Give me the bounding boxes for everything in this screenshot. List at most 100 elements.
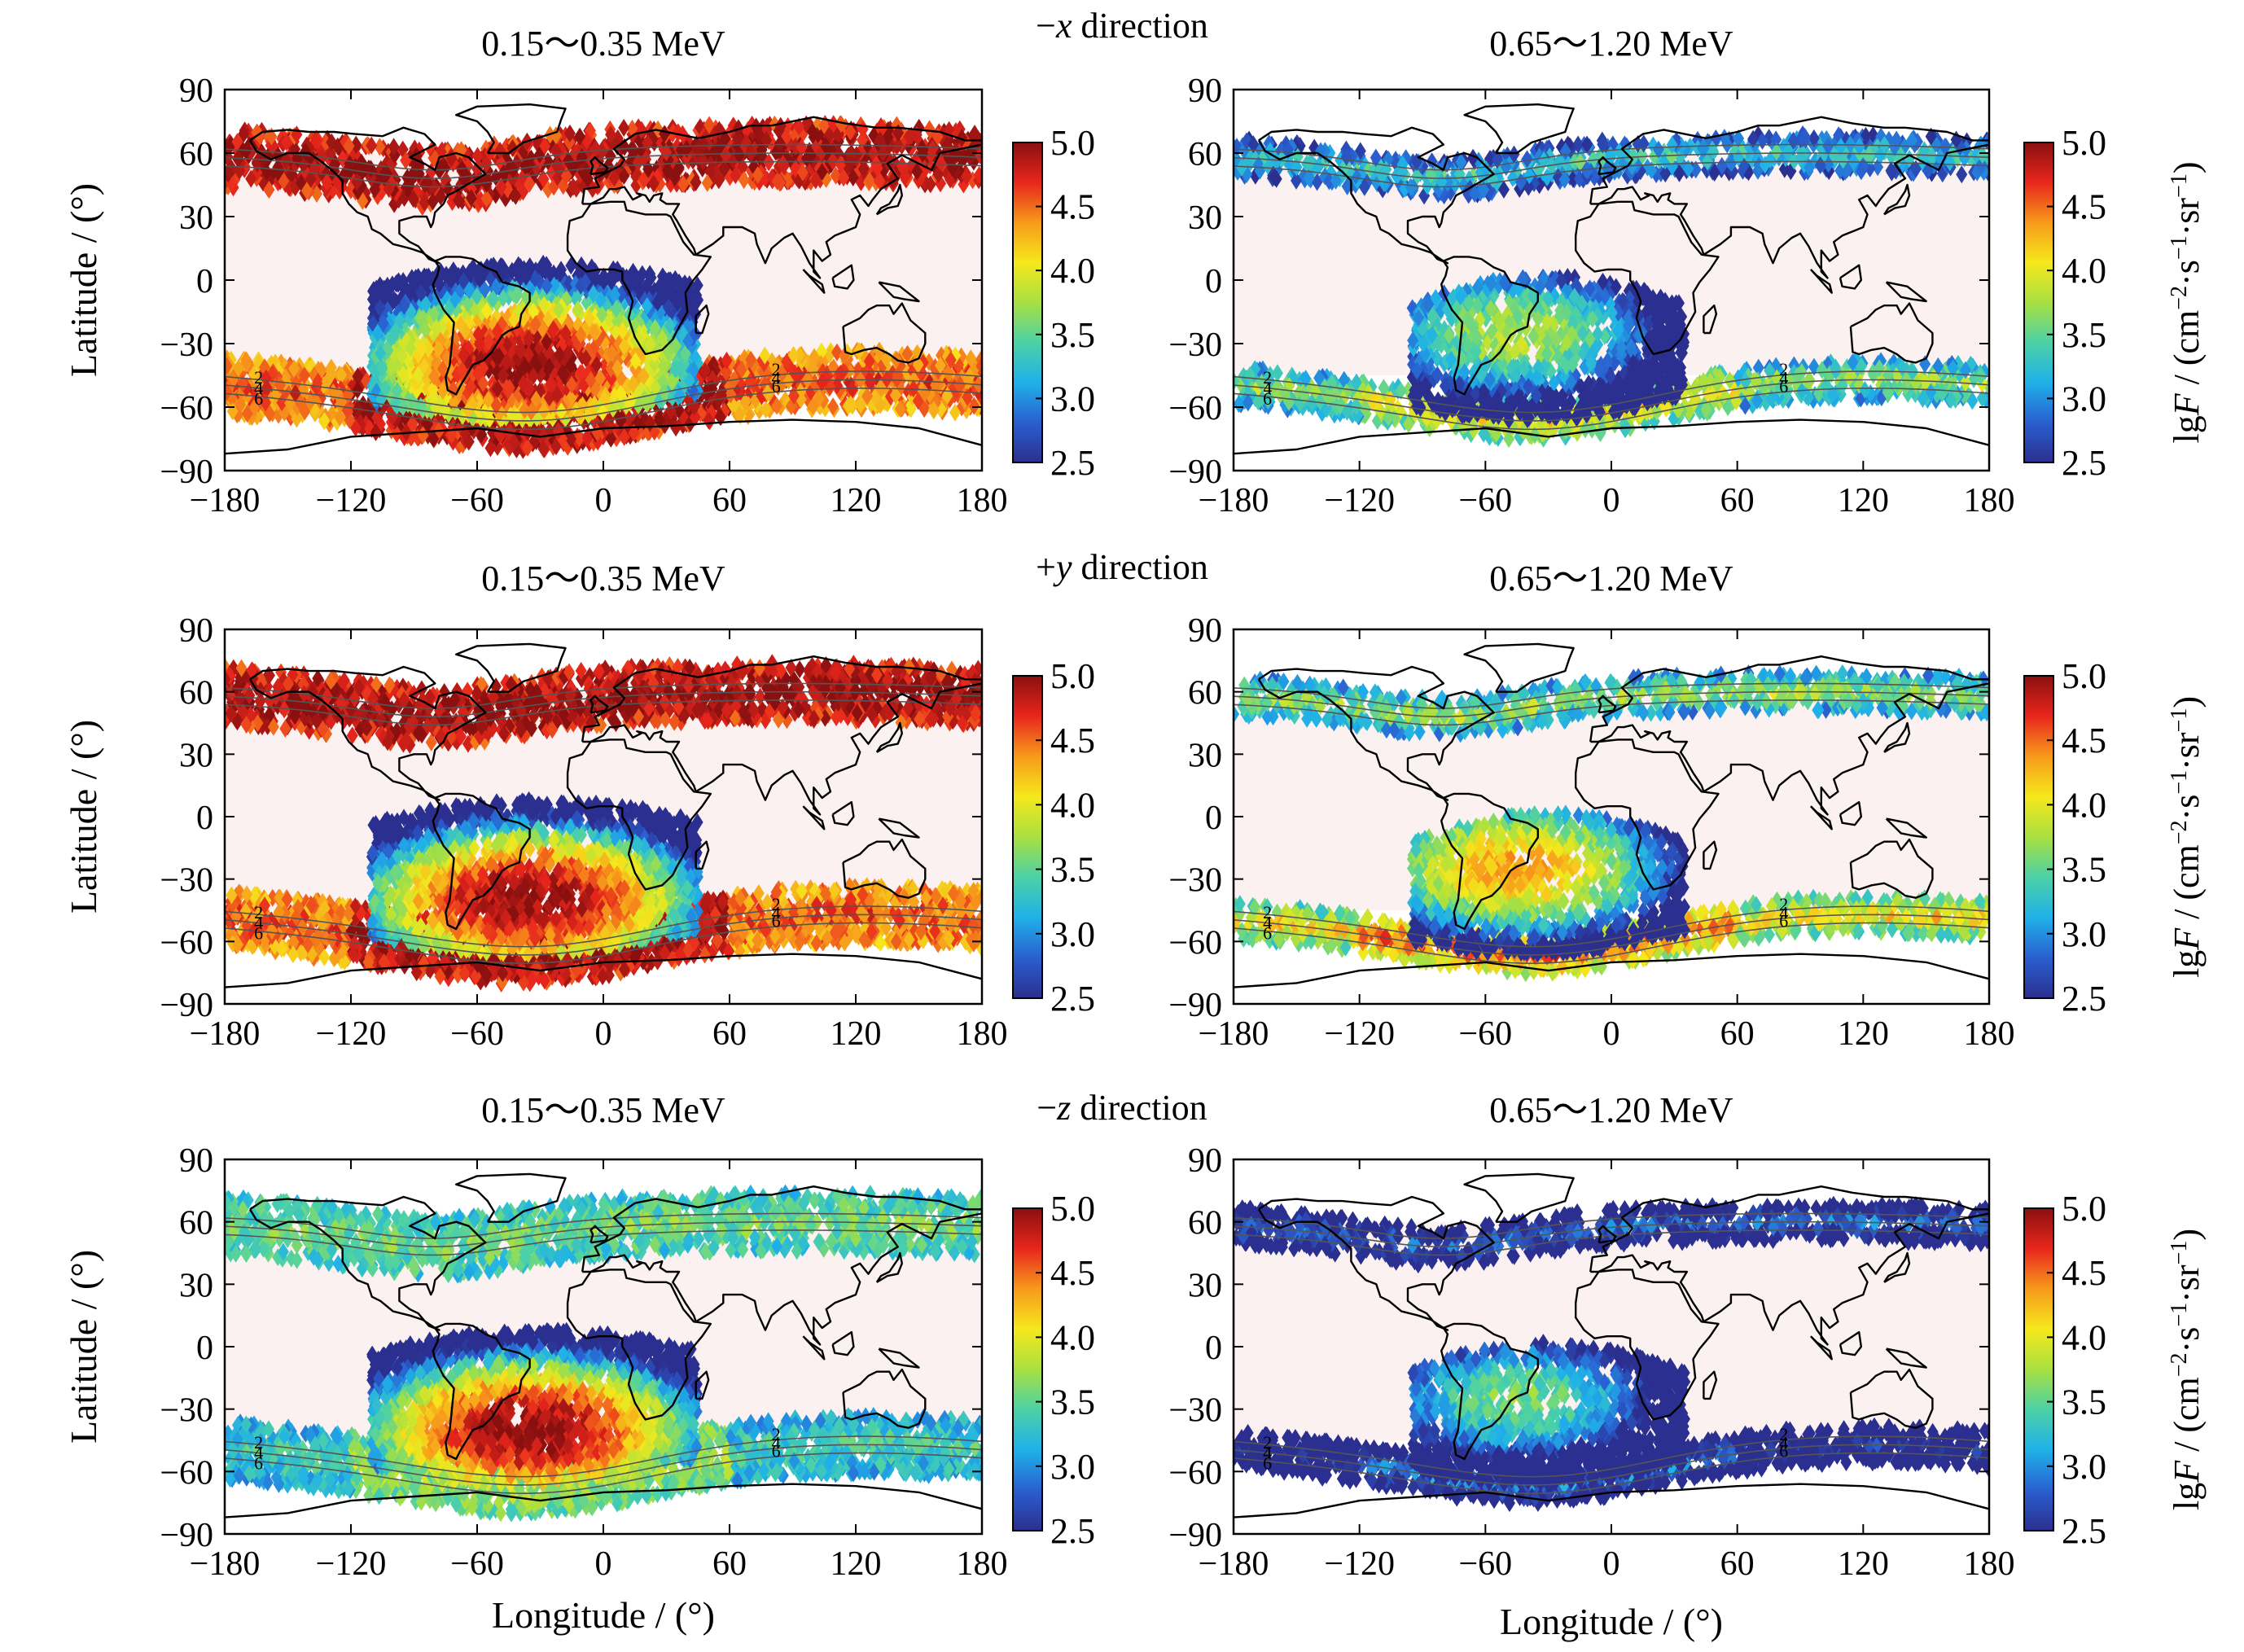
north-belt-point xyxy=(344,155,356,173)
north-belt-point xyxy=(272,163,284,182)
north-belt-point xyxy=(718,160,730,178)
y-tick-label: −30 xyxy=(160,326,213,364)
north-belt-point xyxy=(660,143,673,162)
north-belt-point xyxy=(672,123,684,142)
north-belt-point xyxy=(453,191,465,209)
north-belt-point xyxy=(321,173,333,191)
north-belt-point xyxy=(350,135,362,154)
north-belt-point xyxy=(899,167,911,186)
north-belt-point xyxy=(263,180,275,199)
x-tick-label: 180 xyxy=(957,482,1008,519)
north-belt-point xyxy=(924,175,936,194)
north-belt-point xyxy=(708,143,721,162)
colorbar-tick-label: 4.0 xyxy=(1050,251,1095,291)
north-belt-point xyxy=(971,129,982,148)
north-belt-point xyxy=(732,119,744,138)
colorbar-tick-label: 2.5 xyxy=(1050,443,1095,483)
north-belt-point xyxy=(238,125,250,143)
north-belt-point xyxy=(774,134,786,153)
north-belt-point xyxy=(231,133,243,151)
panel-title: 0.15～0.35 MeV xyxy=(481,24,725,64)
north-belt-point xyxy=(524,156,536,174)
north-belt-point xyxy=(480,155,493,173)
north-belt-point xyxy=(830,166,842,185)
north-belt-point xyxy=(524,174,536,193)
north-belt-point xyxy=(618,118,630,137)
north-belt-point xyxy=(923,120,936,138)
north-belt-point xyxy=(563,124,576,142)
north-belt-point xyxy=(589,139,602,158)
north-belt-point xyxy=(456,160,468,178)
north-belt-point xyxy=(400,151,412,169)
north-belt-point xyxy=(497,164,510,182)
north-belt-point xyxy=(632,153,644,172)
north-belt-point xyxy=(604,147,616,165)
y-tick-label: −90 xyxy=(160,454,213,491)
north-belt-point xyxy=(871,159,883,177)
north-belt-point xyxy=(720,146,732,164)
north-belt-point xyxy=(793,117,805,136)
colorbar-tick-label: 3.5 xyxy=(1050,315,1095,355)
north-belt-point xyxy=(771,172,783,191)
y-tick-label: 30 xyxy=(179,199,213,237)
north-belt-point xyxy=(796,163,809,182)
north-belt-point xyxy=(551,157,563,176)
north-belt-point xyxy=(973,165,982,184)
north-belt-point xyxy=(668,168,681,186)
y-tick-label: −60 xyxy=(160,390,213,427)
north-belt-point xyxy=(838,169,850,187)
north-belt-point xyxy=(738,171,750,190)
y-axis-title: Latitude / (°) xyxy=(63,183,104,377)
north-belt-point xyxy=(351,173,363,191)
north-belt-point xyxy=(550,142,563,161)
north-belt-point xyxy=(844,122,857,141)
north-belt-point xyxy=(816,163,828,182)
north-belt-point xyxy=(232,150,244,169)
north-belt-point xyxy=(911,162,923,181)
north-belt-point xyxy=(280,133,292,151)
north-belt-point xyxy=(661,161,673,180)
contour-label: 6 xyxy=(254,388,263,409)
north-belt-point xyxy=(701,173,713,192)
x-tick-label: 120 xyxy=(831,482,882,519)
north-belt-point xyxy=(635,121,647,139)
north-belt-point xyxy=(730,166,742,185)
north-belt-point xyxy=(381,164,393,183)
north-belt-point xyxy=(608,169,620,187)
north-belt-point xyxy=(835,155,847,173)
north-belt-point xyxy=(419,193,431,212)
north-belt-point xyxy=(697,152,709,171)
x-tick-label: −120 xyxy=(316,482,387,519)
north-belt-point xyxy=(374,138,386,156)
x-tick-label: 0 xyxy=(595,482,612,519)
north-belt-point xyxy=(874,171,886,190)
north-belt-point xyxy=(310,132,322,151)
north-belt-point xyxy=(752,165,764,184)
north-belt-point xyxy=(820,137,832,156)
north-belt-point xyxy=(774,116,787,135)
north-belt-point xyxy=(835,115,847,134)
north-belt-point xyxy=(857,160,870,178)
north-belt-point xyxy=(659,125,671,143)
north-belt-point xyxy=(927,139,939,158)
colorbar-tick-label: 5.0 xyxy=(1050,123,1095,163)
colorbar xyxy=(1012,142,1043,463)
north-belt-point xyxy=(480,174,493,193)
north-belt-point xyxy=(804,146,817,164)
north-belt-point xyxy=(827,115,839,134)
contour-label: 6 xyxy=(772,376,781,397)
north-belt-point xyxy=(435,187,447,206)
north-belt-point xyxy=(539,137,551,156)
north-belt-point xyxy=(732,129,744,147)
north-belt-point xyxy=(956,129,968,147)
north-belt-point xyxy=(917,140,929,159)
north-belt-point xyxy=(605,125,617,144)
north-belt-point xyxy=(974,146,982,164)
north-belt-point xyxy=(734,146,746,164)
north-belt-point xyxy=(407,190,419,208)
north-belt-point xyxy=(300,142,312,161)
